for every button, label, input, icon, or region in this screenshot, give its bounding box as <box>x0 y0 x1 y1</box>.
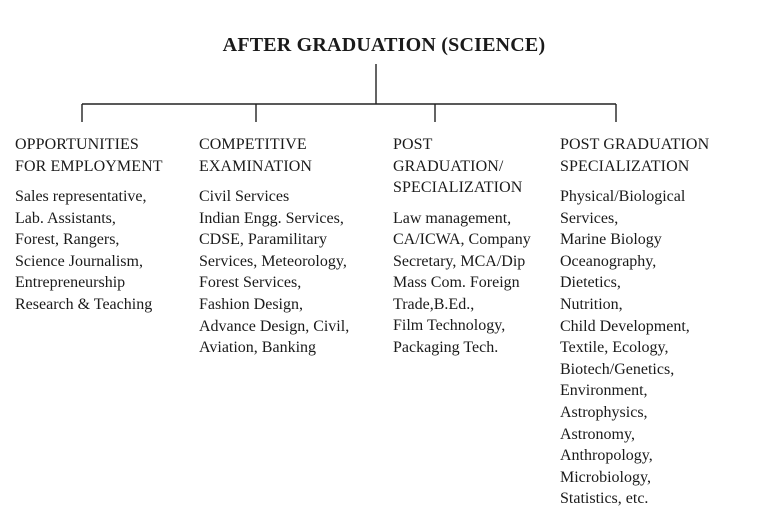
column-items: Law management, CA/ICWA, Company Secretary… <box>393 208 531 359</box>
list-item: Law management, <box>393 209 512 227</box>
list-item: Anthropology, <box>560 447 653 465</box>
column-heading: OPPORTUNITIES FOR EMPLOYMENT <box>15 134 163 177</box>
list-item: Aviation, Banking <box>199 339 317 357</box>
list-item: Marine Biology <box>560 231 662 249</box>
heading-line: COMPETITIVE <box>199 136 307 153</box>
list-item: Forest Services, <box>199 274 302 292</box>
list-item: Astrophysics, <box>560 403 648 421</box>
heading-line: SPECIALIZATION <box>560 157 690 175</box>
list-item: Forest, Rangers, <box>15 231 120 249</box>
list-item: Entrepreneurship <box>15 274 126 292</box>
heading-line: GRADUATION/ <box>393 157 504 175</box>
heading-line: EXAMINATION <box>199 157 313 175</box>
list-item: Civil Services <box>199 188 290 205</box>
list-item: Film Technology, <box>393 317 506 335</box>
heading-line: FOR EMPLOYMENT <box>15 157 163 175</box>
list-item: Nutrition, <box>560 295 623 313</box>
list-item: Mass Com. Foreign <box>393 274 520 292</box>
list-item: Research & Teaching <box>15 295 153 313</box>
column-heading: POST GRADUATION SPECIALIZATION <box>560 134 709 177</box>
list-item: Secretary, MCA/Dip <box>393 252 526 270</box>
list-item: Services, Meteorology, <box>199 252 347 270</box>
list-item: Science Journalism, <box>15 252 143 270</box>
heading-line: POST GRADUATION <box>560 136 710 153</box>
column-competitive-examination: COMPETITIVE EXAMINATION Civil Services In… <box>199 134 349 359</box>
list-item: Trade,B.Ed., <box>393 295 475 313</box>
diagram-title: AFTER GRADUATION (SCIENCE) <box>222 34 546 56</box>
column-items: Physical/Biological Services, Marine Biolo… <box>560 186 709 510</box>
heading-line: OPPORTUNITIES <box>15 136 139 153</box>
list-item: Textile, Ecology, <box>560 339 669 357</box>
column-post-graduation: POST GRADUATION/ SPECIALIZATION Law mana… <box>393 134 531 359</box>
column-heading: POST GRADUATION/ SPECIALIZATION <box>393 134 531 199</box>
list-item: Astronomy, <box>560 425 635 443</box>
list-item: Sales representative, <box>15 188 147 205</box>
list-item: Indian Engg. Services, <box>199 209 344 227</box>
list-item: Environment, <box>560 382 648 400</box>
list-item: Lab. Assistants, <box>15 209 116 227</box>
column-employment: OPPORTUNITIES FOR EMPLOYMENT Sales repre… <box>15 134 163 316</box>
list-item: Microbiology, <box>560 468 651 486</box>
column-pg-specialization: POST GRADUATION SPECIALIZATION Physical/… <box>560 134 709 510</box>
list-item: Dietetics, <box>560 274 621 292</box>
column-heading: COMPETITIVE EXAMINATION <box>199 134 349 177</box>
heading-line: SPECIALIZATION <box>393 179 523 196</box>
list-item: CA/ICWA, Company <box>393 231 531 249</box>
list-item: Advance Design, Civil, <box>199 317 350 335</box>
list-item: Biotech/Genetics, <box>560 360 675 378</box>
list-item: Packaging Tech. <box>393 339 499 357</box>
column-items: Civil Services Indian Engg. Services, CDSE… <box>199 186 349 359</box>
list-item: CDSE, Paramilitary <box>199 231 327 249</box>
list-item: Statistics, etc. <box>560 490 649 508</box>
list-item: Child Development, <box>560 317 690 335</box>
list-item: Fashion Design, <box>199 295 303 313</box>
column-items: Sales representative, Lab. Assistants, For… <box>15 186 163 316</box>
list-item: Services, <box>560 209 619 227</box>
list-item: Oceanography, <box>560 252 657 270</box>
list-item: Physical/Biological <box>560 188 686 205</box>
heading-line: POST <box>393 136 433 153</box>
